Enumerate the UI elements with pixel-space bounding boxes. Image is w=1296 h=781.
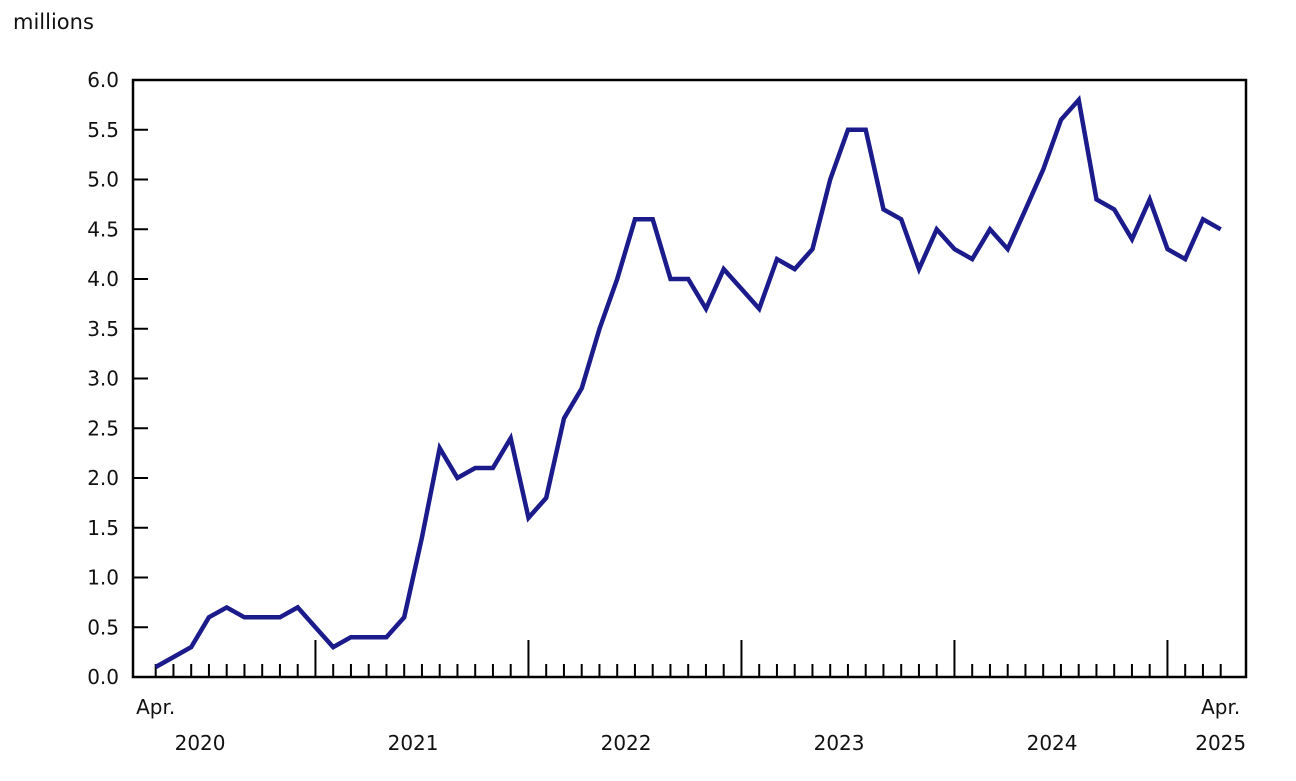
y-tick-label: 4.5 [87, 217, 119, 241]
y-tick-label: 3.0 [87, 367, 119, 391]
y-tick-label: 2.0 [87, 466, 119, 490]
y-tick-label: 4.0 [87, 267, 119, 291]
y-axis-unit-label: millions [13, 10, 94, 34]
y-tick-label: 1.5 [87, 516, 119, 540]
x-axis-month-label: Apr. [1201, 695, 1240, 719]
y-tick-label: 6.0 [87, 68, 119, 92]
x-axis-year-label: 2025 [1195, 731, 1246, 755]
x-axis-year-label: 2021 [388, 731, 439, 755]
y-tick-label: 5.0 [87, 168, 119, 192]
x-axis-year-label: 2022 [601, 731, 652, 755]
y-tick-label: 0.5 [87, 615, 119, 639]
x-axis-year-label: 2020 [175, 731, 226, 755]
x-axis-month-label: Apr. [136, 695, 175, 719]
plot-frame [131, 78, 1248, 679]
x-axis-year-label: 2023 [814, 731, 865, 755]
x-axis-year-label: 2024 [1027, 731, 1078, 755]
y-tick-label: 3.5 [87, 317, 119, 341]
data-line [154, 94, 1222, 669]
y-tick-label: 2.5 [87, 416, 119, 440]
y-tick-label: 0.0 [87, 665, 119, 689]
y-tick-label: 1.0 [87, 566, 119, 590]
y-tick-label: 5.5 [87, 118, 119, 142]
